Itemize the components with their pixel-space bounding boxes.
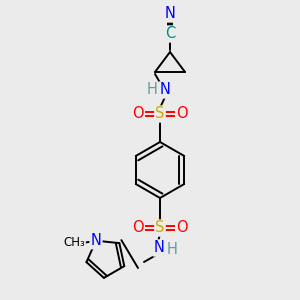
Text: O: O bbox=[176, 106, 188, 122]
Text: N: N bbox=[160, 82, 170, 98]
Text: S: S bbox=[155, 106, 165, 122]
Text: S: S bbox=[155, 220, 165, 236]
Text: O: O bbox=[176, 220, 188, 236]
Text: O: O bbox=[132, 106, 144, 122]
Text: H: H bbox=[167, 242, 177, 257]
Text: N: N bbox=[154, 241, 164, 256]
Text: N: N bbox=[165, 7, 176, 22]
Text: O: O bbox=[132, 220, 144, 236]
Text: N: N bbox=[91, 233, 101, 248]
Text: CH₃: CH₃ bbox=[63, 236, 85, 249]
Text: C: C bbox=[165, 26, 175, 41]
Text: H: H bbox=[147, 82, 158, 98]
